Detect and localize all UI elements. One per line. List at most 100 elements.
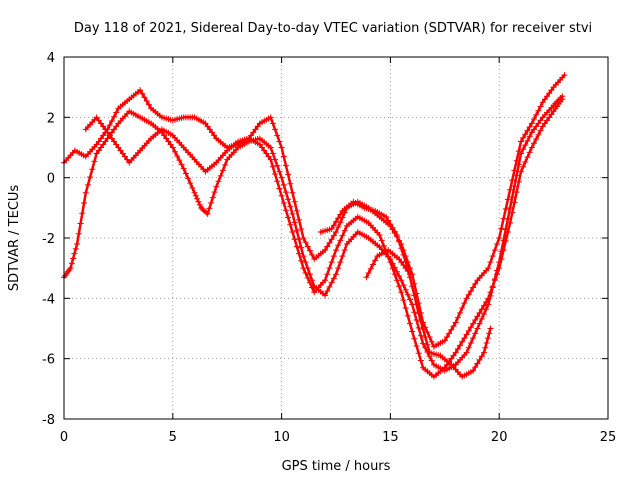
- data-point-marker: [413, 317, 420, 324]
- data-point-marker: [511, 167, 518, 174]
- data-point-marker: [194, 195, 201, 202]
- data-point-marker: [102, 126, 109, 133]
- data-point-marker: [278, 192, 285, 199]
- data-point-marker: [141, 94, 148, 101]
- data-point-marker: [561, 72, 568, 79]
- data-point-marker: [391, 271, 398, 278]
- data-point-marker: [335, 224, 342, 231]
- data-point-marker: [420, 340, 427, 347]
- data-point-marker: [531, 126, 538, 133]
- data-point-marker: [93, 141, 100, 148]
- data-point-marker: [211, 189, 218, 196]
- data-point-marker: [77, 220, 84, 227]
- data-point-marker: [333, 218, 339, 225]
- data-point-marker: [511, 199, 518, 206]
- data-point-marker: [524, 137, 531, 144]
- data-point-marker: [93, 114, 100, 121]
- data-point-marker: [496, 265, 503, 272]
- data-point-marker: [269, 163, 276, 170]
- data-point-marker: [396, 283, 403, 290]
- data-point-marker: [330, 232, 337, 239]
- data-point-marker: [111, 126, 118, 133]
- data-point-marker: [137, 87, 144, 94]
- data-point-marker: [428, 338, 435, 345]
- data-point-marker: [70, 255, 77, 262]
- data-point-marker: [93, 150, 100, 157]
- data-point-marker: [324, 271, 331, 278]
- data-point-marker: [326, 283, 333, 290]
- data-point-marker: [465, 291, 472, 298]
- data-point-marker: [454, 346, 461, 353]
- data-point-marker: [406, 320, 413, 327]
- data-point-marker: [97, 144, 104, 151]
- x-tick-label: 20: [491, 430, 508, 445]
- series-satellite-track-5: [363, 247, 413, 281]
- data-point-marker: [417, 318, 424, 325]
- data-point-marker: [465, 344, 472, 351]
- data-point-marker: [67, 265, 74, 272]
- data-point-marker: [222, 161, 229, 168]
- data-point-marker: [515, 178, 522, 185]
- grid: [64, 57, 608, 419]
- data-point-marker: [463, 349, 470, 356]
- data-point-marker: [100, 132, 107, 139]
- data-point-marker: [113, 109, 120, 116]
- data-point-marker: [322, 277, 329, 284]
- series-satellite-track-3: [82, 96, 566, 380]
- data-point-marker: [411, 335, 418, 342]
- x-tick-label: 5: [169, 430, 177, 445]
- data-point-marker: [369, 261, 376, 268]
- data-point-marker: [187, 180, 194, 187]
- data-point-marker: [282, 162, 289, 169]
- data-point-marker: [487, 259, 494, 266]
- data-point-marker: [274, 178, 281, 185]
- data-point-marker: [300, 235, 307, 241]
- data-point-marker: [480, 311, 487, 318]
- data-point-marker: [306, 247, 313, 254]
- data-point-marker: [124, 156, 131, 163]
- data-point-marker: [502, 238, 509, 245]
- data-point-marker: [272, 126, 279, 133]
- data-point-marker: [520, 134, 527, 141]
- data-point-marker: [448, 326, 455, 333]
- data-point-marker: [548, 87, 555, 94]
- data-point-marker: [548, 111, 555, 118]
- data-point-marker: [537, 117, 544, 124]
- data-series: [61, 72, 568, 380]
- data-point-marker: [324, 288, 331, 295]
- data-point-marker: [511, 183, 518, 190]
- data-point-marker: [302, 259, 309, 266]
- data-point-marker: [513, 157, 520, 164]
- data-point-marker: [537, 127, 544, 134]
- data-point-marker: [195, 198, 202, 205]
- data-point-marker: [289, 228, 296, 235]
- data-point-marker: [108, 135, 115, 142]
- data-point-marker: [291, 219, 298, 226]
- data-point-marker: [100, 123, 107, 130]
- data-point-marker: [269, 150, 276, 157]
- data-point-marker: [487, 325, 494, 332]
- data-point-marker: [559, 96, 566, 103]
- data-point-marker: [483, 298, 490, 305]
- data-point-marker: [102, 138, 109, 145]
- data-point-marker: [372, 257, 379, 264]
- data-point-marker: [337, 237, 344, 244]
- data-point-marker: [326, 265, 333, 272]
- data-point-marker: [467, 324, 474, 331]
- data-point-marker: [391, 228, 398, 235]
- data-point-marker: [400, 297, 407, 304]
- data-point-marker: [413, 342, 420, 349]
- data-point-marker: [398, 245, 405, 252]
- data-point-marker: [274, 162, 281, 169]
- data-point-marker: [287, 180, 294, 187]
- data-point-marker: [337, 211, 344, 218]
- data-point-marker: [491, 277, 498, 284]
- data-point-marker: [522, 131, 529, 138]
- data-point-marker: [522, 142, 529, 149]
- data-point-marker: [341, 227, 348, 234]
- data-point-marker: [272, 171, 279, 178]
- data-point-marker: [111, 138, 118, 145]
- data-point-marker: [341, 247, 348, 254]
- data-point-marker: [167, 141, 174, 148]
- data-point-marker: [95, 117, 102, 124]
